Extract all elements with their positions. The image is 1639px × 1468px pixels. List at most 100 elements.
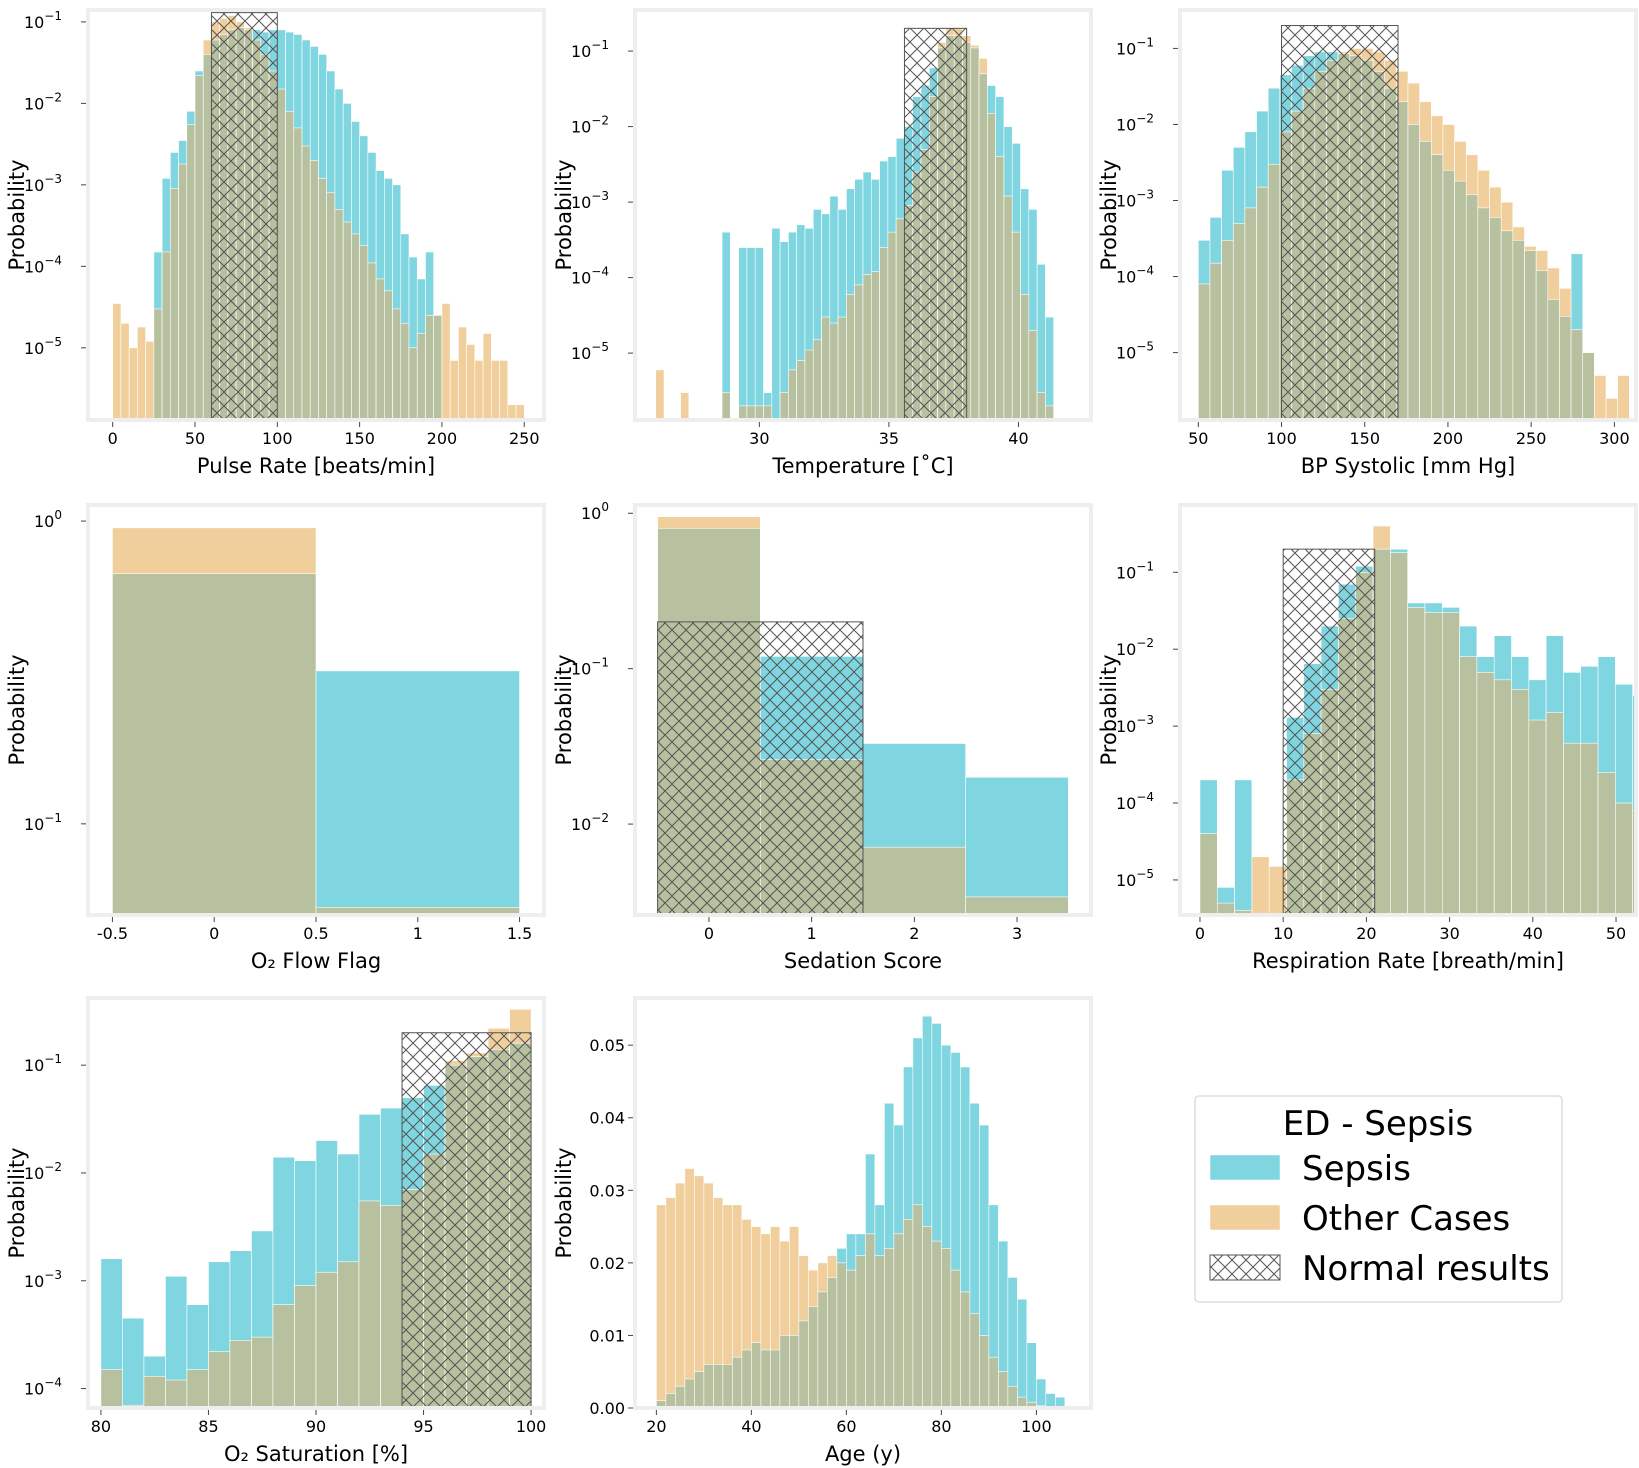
bar-overlap bbox=[392, 308, 402, 420]
bar-overlap bbox=[865, 1233, 876, 1408]
x-tick-label: 250 bbox=[509, 429, 540, 448]
bar-overlap bbox=[1028, 330, 1038, 420]
chart-sedation: 0 1 2 3 100 10−1 10−2 Sedation Score Probability bbox=[552, 500, 1093, 973]
bar-overlap bbox=[251, 1336, 274, 1408]
bar-overlap bbox=[170, 188, 179, 420]
bar-other bbox=[458, 326, 467, 420]
bar-overlap bbox=[342, 221, 352, 420]
bar-other bbox=[1594, 375, 1607, 420]
y-tick-label: 10−4 bbox=[571, 265, 609, 288]
normal-range-box bbox=[1282, 548, 1376, 915]
y-tick-label: 10−5 bbox=[1116, 340, 1154, 363]
bar-overlap bbox=[827, 1277, 838, 1408]
bar-overlap bbox=[1454, 180, 1467, 420]
bar-overlap bbox=[301, 145, 311, 420]
y-tick-label: 100 bbox=[581, 500, 609, 523]
bar-overlap bbox=[1545, 712, 1564, 915]
y-tick-label: 10−3 bbox=[1116, 188, 1154, 211]
x-tick-label: 80 bbox=[91, 1417, 111, 1436]
y-tick-label: 10−3 bbox=[1116, 713, 1154, 736]
legend: ED - Sepsis Sepsis Other Cases Normal re… bbox=[1194, 1095, 1563, 1303]
axes-frame-age bbox=[633, 996, 1093, 1410]
bar-other bbox=[441, 303, 451, 420]
x-tick-label: 100 bbox=[516, 1417, 547, 1436]
x-tick-label: 50 bbox=[1606, 924, 1626, 943]
x-tick-label: 90 bbox=[306, 1417, 326, 1436]
bar-sepsis bbox=[315, 670, 520, 915]
bar-overlap bbox=[862, 274, 872, 420]
bar-overlap bbox=[1007, 1385, 1018, 1408]
x-tick-label: 20 bbox=[1356, 924, 1376, 943]
bar-overlap bbox=[318, 178, 328, 420]
plot-area-temp bbox=[655, 27, 1054, 420]
x-tick-label: -0.5 bbox=[97, 924, 128, 943]
bar-overlap bbox=[367, 262, 377, 420]
x-tick-label: 1 bbox=[413, 924, 423, 943]
bar-overlap bbox=[862, 846, 967, 915]
plot-area-bp bbox=[1198, 25, 1630, 420]
bar-sepsis bbox=[1017, 1298, 1028, 1408]
x-tick-label: 0 bbox=[1195, 924, 1205, 943]
bar-overlap bbox=[779, 392, 789, 420]
bar-overlap bbox=[1570, 329, 1584, 420]
bar-overlap bbox=[812, 339, 822, 420]
x-tick-label: 200 bbox=[427, 429, 458, 448]
bar-sepsis bbox=[1234, 779, 1253, 915]
bar-overlap bbox=[408, 347, 418, 420]
bar-other bbox=[499, 360, 509, 420]
y-tick-label: 10−4 bbox=[1116, 264, 1154, 287]
y-tick-label: 10−2 bbox=[1116, 111, 1154, 134]
bar-overlap bbox=[1580, 742, 1599, 915]
y-tick-label: 0.01 bbox=[589, 1326, 625, 1345]
bar-overlap bbox=[1459, 656, 1478, 915]
y-axis-label-o2sat: Probability bbox=[5, 1147, 29, 1258]
bar-other bbox=[112, 303, 122, 420]
normal-range-box bbox=[401, 1032, 532, 1408]
bar-overlap bbox=[202, 54, 212, 420]
bar-overlap bbox=[1493, 679, 1512, 915]
bar-overlap bbox=[433, 315, 443, 420]
bar-overlap bbox=[1407, 607, 1426, 915]
bar-overlap bbox=[741, 1349, 752, 1408]
chart-resp: 0 10 20 30 40 50 10−1 10−2 10−3 10−4 10−5 Respirati… bbox=[1097, 503, 1638, 973]
bar-other bbox=[656, 1204, 667, 1408]
bar-overlap bbox=[272, 1304, 295, 1408]
bar-overlap bbox=[870, 271, 880, 420]
bar-sepsis bbox=[122, 1317, 145, 1408]
y-tick-label: 10−1 bbox=[24, 1052, 62, 1075]
bar-overlap bbox=[194, 75, 204, 420]
bar-overlap bbox=[821, 316, 831, 420]
y-tick-label: 10−3 bbox=[24, 172, 62, 195]
chart-pulse: 0 50 100 150 200 250 10−1 10−2 10−3 10−4 10−5 Pulse… bbox=[5, 8, 546, 478]
bar-overlap bbox=[874, 1255, 885, 1408]
bar-overlap bbox=[846, 1269, 857, 1408]
bar-sepsis bbox=[721, 231, 731, 420]
bar-overlap bbox=[770, 1349, 781, 1408]
bar-overlap bbox=[1528, 719, 1547, 915]
bar-other bbox=[680, 392, 690, 420]
bar-overlap bbox=[808, 1306, 819, 1408]
y-axis-label-pulse: Probability bbox=[5, 159, 29, 270]
y-tick-label: 0.05 bbox=[589, 1036, 625, 1055]
bar-overlap bbox=[337, 1261, 360, 1408]
x-axis-label-bp: BP Systolic [mm Hg] bbox=[1301, 454, 1516, 478]
legend-swatch-other bbox=[1209, 1204, 1281, 1231]
bar-overlap bbox=[1419, 141, 1432, 420]
bar-overlap bbox=[1500, 230, 1514, 420]
x-tick-label: 1.5 bbox=[507, 924, 532, 943]
bar-overlap bbox=[1267, 163, 1281, 420]
bar-other bbox=[675, 1182, 686, 1408]
x-tick-label: 40 bbox=[1008, 429, 1028, 448]
bar-overlap bbox=[1003, 195, 1013, 420]
bar-overlap bbox=[334, 209, 344, 420]
bar-sepsis bbox=[746, 247, 756, 420]
bar-overlap bbox=[817, 1291, 828, 1408]
bar-overlap bbox=[703, 1364, 714, 1408]
normal-range-box bbox=[1281, 25, 1399, 420]
bar-overlap bbox=[879, 247, 889, 420]
plot-area-pulse bbox=[112, 12, 525, 420]
y-tick-label: 10−3 bbox=[571, 189, 609, 212]
normal-range-box bbox=[657, 621, 864, 915]
axes-frame-resp bbox=[1178, 503, 1638, 917]
chart-o2flow: -0.5 0 0.5 1 1.5 100 10−1 O₂ Flow Flag Probabili… bbox=[5, 503, 546, 973]
